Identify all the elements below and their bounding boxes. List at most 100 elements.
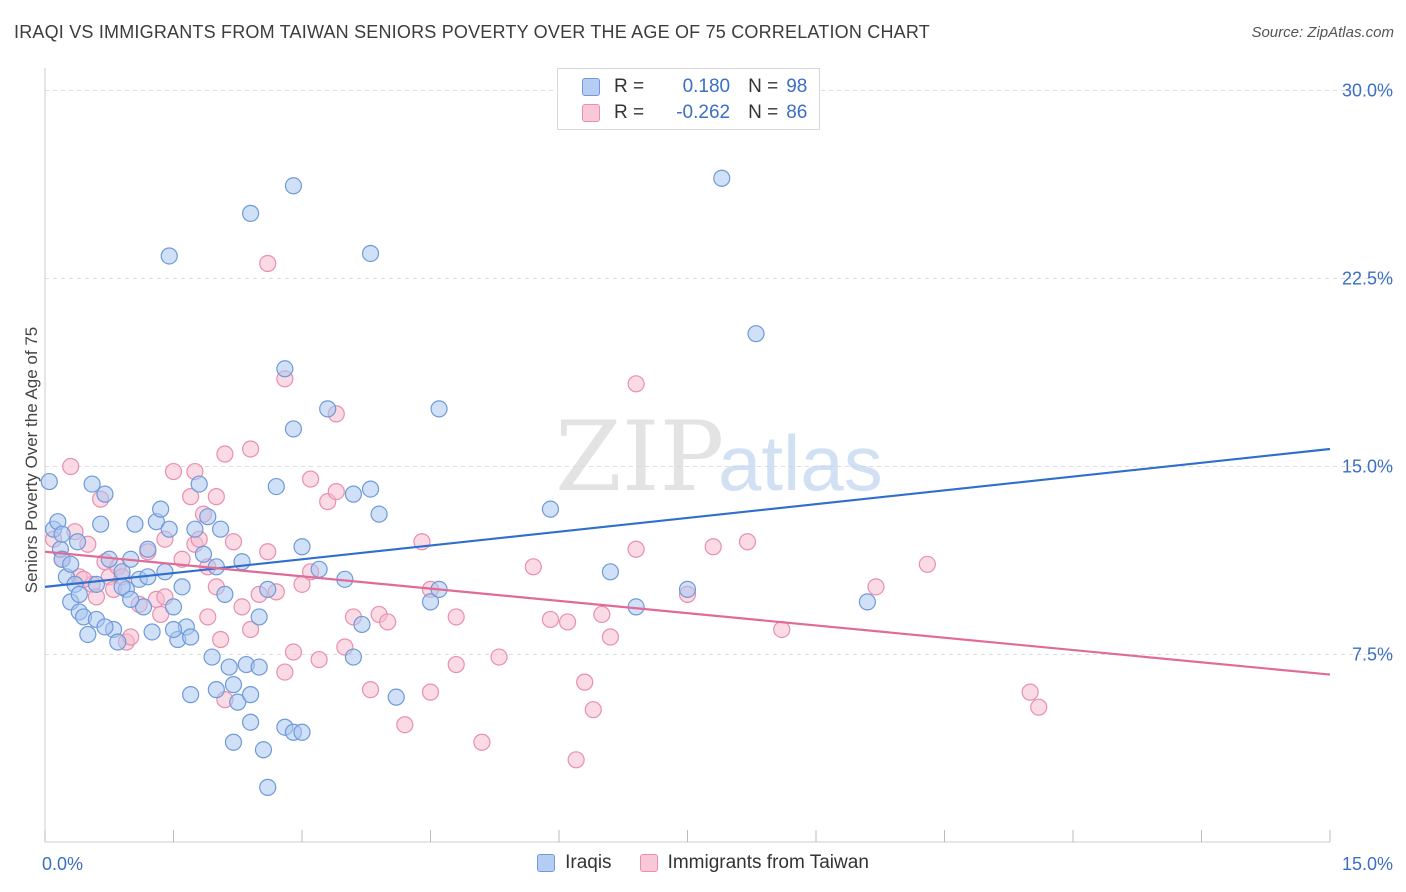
iraqis-point <box>242 713 260 731</box>
iraqis-point <box>164 598 183 616</box>
iraqis-point <box>220 658 238 676</box>
iraqis-point <box>203 648 221 666</box>
source-note: Source: ZipAtlas.com <box>1251 24 1394 41</box>
taiwan-point <box>421 683 440 701</box>
iraqis-point <box>293 723 311 741</box>
iraqis-point <box>229 693 247 711</box>
iraqis-point <box>250 658 268 676</box>
legend-item-iraqis[interactable]: Iraqis <box>537 852 612 874</box>
iraqis-point <box>160 247 178 265</box>
iraqis-point <box>186 520 204 538</box>
iraqis-swatch <box>582 78 600 96</box>
iraqis-point <box>747 325 765 343</box>
iraqis-point <box>40 472 58 491</box>
iraqis-point <box>96 485 114 503</box>
iraqis-point <box>242 204 260 222</box>
iraqis-point <box>267 477 285 496</box>
iraqis-point <box>190 475 208 493</box>
taiwan-point <box>490 648 508 666</box>
n-label: N = <box>748 76 779 97</box>
iraqis-point <box>858 593 877 611</box>
iraqis-point <box>284 420 303 438</box>
taiwan-point <box>233 598 251 616</box>
taiwan-point <box>212 630 230 649</box>
taiwan-point <box>62 457 80 476</box>
iraqis-point <box>224 676 243 694</box>
legend-label-taiwan: Immigrants from Taiwan <box>667 852 869 873</box>
iraqis-point <box>156 563 174 581</box>
x-tick-label-min: 0.0% <box>42 854 83 874</box>
x-tick-label-max: 15.0% <box>1342 854 1393 874</box>
taiwan-point <box>164 462 183 481</box>
iraqis-point <box>430 400 448 418</box>
iraqis-point <box>310 560 328 578</box>
iraqis-point <box>62 555 80 573</box>
chart-title: IRAQI VS IMMIGRANTS FROM TAIWAN SENIORS … <box>14 22 930 42</box>
taiwan-point <box>242 620 260 639</box>
taiwan-point <box>207 488 225 506</box>
iraqis-point <box>276 360 294 378</box>
iraqis-point <box>83 475 101 493</box>
taiwan-point <box>284 643 303 661</box>
iraqis-point <box>259 580 277 598</box>
r-value-taiwan: -0.262 <box>676 102 731 123</box>
taiwan-point <box>867 578 885 596</box>
y-tick-label: 15.0% <box>1342 457 1393 477</box>
n-value-taiwan: 86 <box>786 102 808 123</box>
iraqis-point <box>387 688 405 706</box>
iraqis-point <box>160 520 178 538</box>
watermark-zip: ZIP <box>555 401 724 513</box>
taiwan-point <box>152 605 170 624</box>
iraqis-point <box>96 618 114 636</box>
iraqis-point <box>164 620 183 639</box>
iraqis-point <box>152 500 170 518</box>
iraqis-point <box>293 538 311 556</box>
taiwan-point <box>379 613 397 631</box>
taiwan-point <box>447 655 465 674</box>
taiwan-point <box>541 610 560 629</box>
iraqis-point <box>353 615 371 634</box>
r-label: R = <box>614 102 645 123</box>
taiwan-point <box>576 673 594 691</box>
y-tick-label: 30.0% <box>1342 81 1393 101</box>
iraqis-point <box>344 485 362 503</box>
taiwan-point <box>773 620 791 639</box>
iraqis-point <box>212 520 230 538</box>
iraqis-point <box>109 633 127 651</box>
taiwan-point <box>738 533 757 551</box>
iraqis-point <box>70 585 88 603</box>
iraqis-point <box>134 598 153 616</box>
taiwan-point <box>524 558 542 576</box>
iraqis-point <box>284 177 303 195</box>
iraqis-trendline <box>44 447 1331 588</box>
stats-row-iraqis: R = 0.180 N = 98 <box>582 74 807 100</box>
iraqis-point <box>199 508 217 526</box>
n-label: N = <box>748 102 779 123</box>
taiwan-point <box>1021 683 1039 701</box>
taiwan-point <box>276 663 294 681</box>
iraqis-point <box>173 578 191 596</box>
taiwan-point <box>396 716 414 734</box>
taiwan-point <box>627 375 645 393</box>
taiwan-swatch <box>582 104 600 122</box>
iraqis-point <box>182 686 200 704</box>
iraqis-point <box>361 244 380 263</box>
iraqis-point <box>361 480 380 498</box>
taiwan-legend-swatch <box>639 854 658 872</box>
axes <box>44 68 1331 843</box>
iraqis-point <box>319 400 337 418</box>
iraqis-point <box>541 500 560 518</box>
taiwan-point <box>199 608 217 626</box>
iraqis-point <box>242 686 260 704</box>
r-label: R = <box>614 76 645 97</box>
taiwan-point <box>301 470 320 488</box>
iraqis-point <box>678 580 697 598</box>
legend-label-iraqis: Iraqis <box>565 852 612 873</box>
iraqis-point <box>254 741 273 759</box>
iraqis-point <box>122 590 140 608</box>
taiwan-point <box>259 254 277 273</box>
iraqis-point <box>370 505 388 523</box>
n-value-iraqis: 98 <box>786 76 808 97</box>
legend-item-taiwan[interactable]: Immigrants from Taiwan <box>639 852 869 874</box>
taiwan-point <box>361 681 380 699</box>
